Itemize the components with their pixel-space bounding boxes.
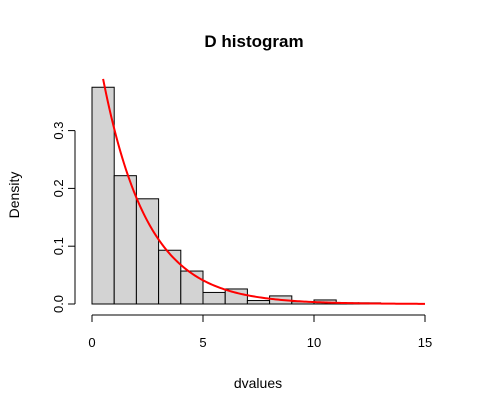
y-tick-label: 0.2 — [51, 179, 66, 197]
y-tick-label: 0.0 — [51, 295, 66, 313]
histogram-bar-4 — [180, 270, 204, 305]
y-tick-label: 0.1 — [51, 237, 66, 255]
histogram-bar-1 — [113, 175, 137, 305]
histogram-bar-5 — [202, 291, 226, 305]
y-tick-label: 0.3 — [51, 122, 66, 140]
histogram-bar-3 — [158, 249, 182, 305]
x-axis: 0 5 10 15 — [88, 314, 432, 350]
histogram-bar-7 — [246, 300, 271, 305]
histogram-bar-2 — [135, 198, 160, 305]
x-tick-label: 10 — [307, 335, 321, 350]
x-tick-label: 15 — [418, 335, 432, 350]
x-tick-label: 5 — [199, 335, 206, 350]
density-curve-group — [102, 78, 426, 305]
y-axis-label: Density — [6, 172, 22, 219]
density-curve-line — [102, 78, 426, 305]
histogram-bar-0 — [91, 86, 115, 305]
x-axis-label: dvalues — [234, 375, 282, 391]
bars-group — [91, 86, 382, 305]
y-axis: 0.0 0.1 0.2 0.3 — [51, 122, 76, 313]
chart-title: D histogram — [204, 32, 303, 51]
x-tick-label: 0 — [88, 335, 95, 350]
histogram-bar-6 — [224, 288, 248, 305]
